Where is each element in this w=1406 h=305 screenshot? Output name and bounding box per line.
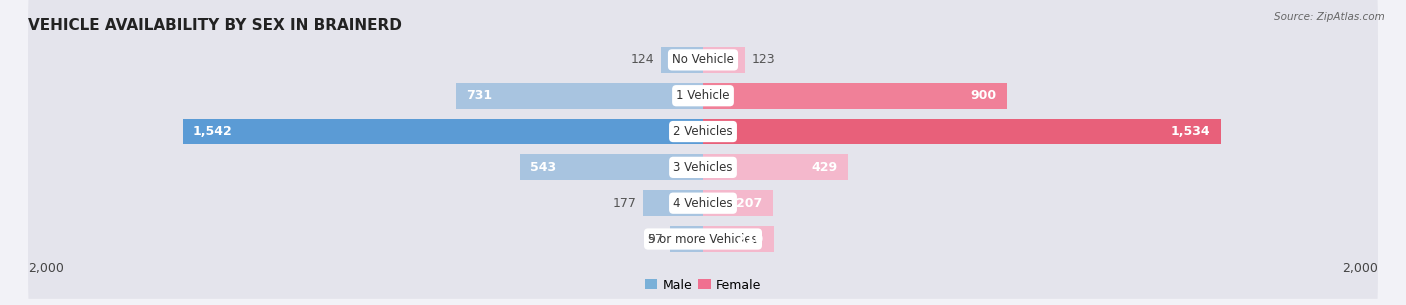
Bar	[457, 83, 703, 109]
FancyBboxPatch shape	[28, 36, 1378, 156]
Bar	[520, 154, 703, 180]
Text: 124: 124	[631, 53, 654, 66]
Text: 5 or more Vehicles: 5 or more Vehicles	[648, 232, 758, 246]
Bar	[703, 226, 773, 252]
FancyBboxPatch shape	[28, 108, 1378, 227]
Text: 1,542: 1,542	[193, 125, 232, 138]
Bar	[703, 154, 848, 180]
Bar	[703, 119, 1220, 145]
Legend: Male, Female: Male, Female	[640, 274, 766, 297]
Text: VEHICLE AVAILABILITY BY SEX IN BRAINERD: VEHICLE AVAILABILITY BY SEX IN BRAINERD	[28, 18, 402, 33]
Bar	[183, 119, 703, 145]
Text: 1 Vehicle: 1 Vehicle	[676, 89, 730, 102]
Text: 2,000: 2,000	[28, 262, 65, 275]
Bar	[703, 83, 1007, 109]
Text: 97: 97	[648, 232, 664, 246]
Text: Source: ZipAtlas.com: Source: ZipAtlas.com	[1274, 12, 1385, 22]
Text: 900: 900	[970, 89, 997, 102]
Text: 177: 177	[613, 197, 637, 210]
Text: 123: 123	[751, 53, 775, 66]
Bar	[703, 190, 773, 216]
Bar	[703, 47, 745, 73]
Text: 2,000: 2,000	[1341, 262, 1378, 275]
Text: 429: 429	[811, 161, 838, 174]
FancyBboxPatch shape	[28, 0, 1378, 120]
Text: No Vehicle: No Vehicle	[672, 53, 734, 66]
Text: 1,534: 1,534	[1171, 125, 1211, 138]
FancyBboxPatch shape	[28, 72, 1378, 191]
Text: 210: 210	[738, 232, 763, 246]
Text: 2 Vehicles: 2 Vehicles	[673, 125, 733, 138]
FancyBboxPatch shape	[28, 143, 1378, 263]
Text: 543: 543	[530, 161, 555, 174]
Bar	[644, 190, 703, 216]
Text: 3 Vehicles: 3 Vehicles	[673, 161, 733, 174]
Bar	[671, 226, 703, 252]
Text: 731: 731	[467, 89, 492, 102]
FancyBboxPatch shape	[28, 179, 1378, 299]
Text: 207: 207	[737, 197, 762, 210]
Bar	[661, 47, 703, 73]
Text: 4 Vehicles: 4 Vehicles	[673, 197, 733, 210]
